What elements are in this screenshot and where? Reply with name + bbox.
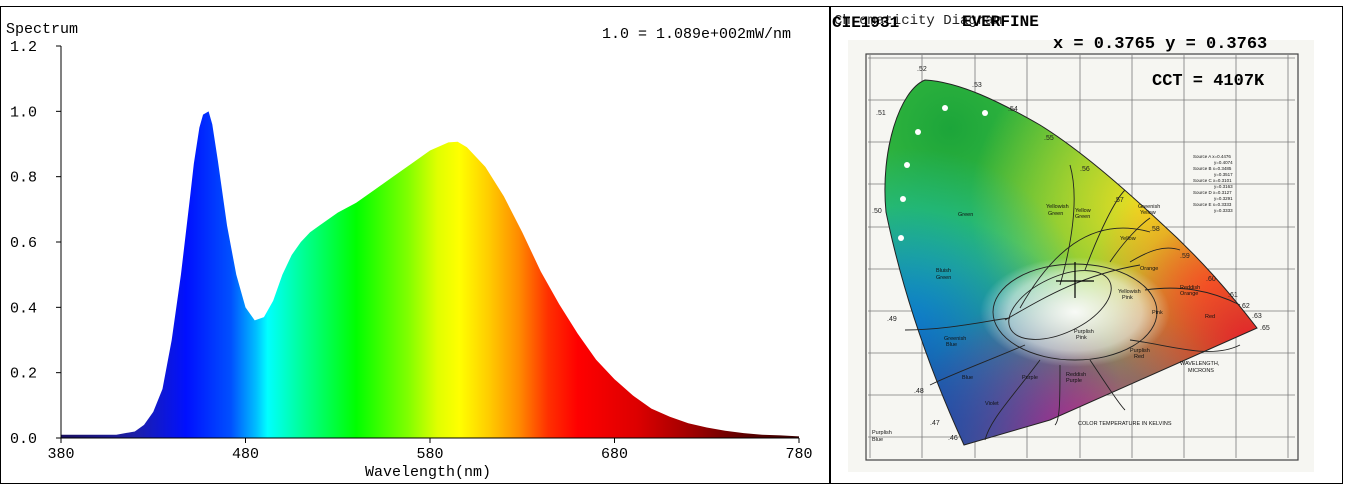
svg-text:Source A x=0.4476: Source A x=0.4476	[1193, 154, 1231, 159]
cie-locus-dots	[898, 105, 988, 241]
y-tick-label: 1.0	[10, 104, 37, 121]
spectrum-x-label: Wavelength(nm)	[365, 464, 491, 481]
svg-text:Reddish: Reddish	[1180, 285, 1200, 291]
svg-text:Bluish: Bluish	[936, 268, 951, 274]
svg-text:Source B x=0.3485: Source B x=0.3485	[1193, 166, 1232, 171]
svg-text:.62: .62	[1240, 303, 1250, 310]
y-tick-label: 1.2	[10, 39, 37, 56]
cie-cct: CCT = 4107K	[1152, 72, 1265, 91]
y-tick-label: 0.2	[10, 366, 37, 383]
svg-text:.48: .48	[914, 388, 924, 395]
svg-text:.61: .61	[1228, 292, 1238, 299]
svg-text:Yellow: Yellow	[1140, 210, 1156, 216]
spectrum-x-ticks: 380 480 580 680 780	[47, 438, 813, 463]
svg-text:.54: .54	[1008, 106, 1018, 113]
x-tick-label: 680	[601, 446, 628, 463]
x-tick-label: 480	[232, 446, 259, 463]
svg-text:WAVELENGTH,: WAVELENGTH,	[1180, 361, 1220, 367]
svg-text:Red: Red	[1134, 354, 1144, 360]
svg-text:Source D x=0.3127: Source D x=0.3127	[1193, 190, 1232, 195]
svg-text:Purple: Purple	[1022, 375, 1038, 381]
svg-text:COLOR TEMPERATURE IN KELVINS: COLOR TEMPERATURE IN KELVINS	[1078, 421, 1172, 427]
svg-text:Greenish: Greenish	[944, 336, 966, 342]
svg-text:y=0.3291: y=0.3291	[1214, 196, 1233, 201]
svg-text:Reddish: Reddish	[1066, 372, 1086, 378]
spectrum-title: Spectrum	[6, 21, 78, 38]
svg-text:Purplish: Purplish	[1074, 329, 1094, 335]
cie-wavelength-labels: .52 .53 .54 .55 .56 .57 .58 .59 .60 .61 …	[872, 66, 1270, 442]
svg-text:Blue: Blue	[946, 342, 957, 348]
svg-text:Purplish: Purplish	[872, 430, 892, 436]
svg-text:Green: Green	[1075, 214, 1090, 220]
svg-text:Red: Red	[1205, 314, 1215, 320]
svg-text:Violet: Violet	[985, 401, 999, 407]
y-tick-label: 0.4	[10, 300, 37, 317]
cie-chart: .52 .53 .54 .55 .56 .57 .58 .59 .60 .61 …	[830, 6, 1343, 484]
svg-text:.65: .65	[1260, 325, 1270, 332]
svg-text:.59: .59	[1180, 253, 1190, 260]
svg-text:Green: Green	[1048, 211, 1063, 217]
svg-text:.60: .60	[1206, 276, 1216, 283]
cie-coordinates: x = 0.3765 y = 0.3763	[1053, 35, 1267, 54]
svg-text:.49: .49	[887, 316, 897, 323]
svg-text:Yellow: Yellow	[1075, 208, 1091, 214]
svg-text:Pink: Pink	[1152, 310, 1163, 316]
cie-inner-frame	[865, 53, 1299, 461]
x-tick-label: 380	[47, 446, 74, 463]
svg-text:Purplish: Purplish	[1130, 348, 1150, 354]
cie-overlay-title: Chromaticity Diagram	[834, 13, 1002, 29]
y-tick-label: 0.0	[10, 431, 37, 448]
svg-text:.51: .51	[876, 110, 886, 117]
cie-brand: EVERFINE	[962, 13, 1039, 31]
svg-text:Green: Green	[958, 212, 973, 218]
svg-text:.58: .58	[1150, 226, 1160, 233]
cie-measured-point-marker	[1056, 262, 1094, 298]
svg-text:Yellowish: Yellowish	[1118, 289, 1141, 295]
svg-text:Pink: Pink	[1076, 335, 1087, 341]
svg-text:Orange: Orange	[1140, 266, 1158, 272]
x-tick-label: 780	[785, 446, 812, 463]
svg-text:Blue: Blue	[962, 375, 973, 381]
spectrum-y-ticks: 0.0 0.2 0.4 0.6 0.8 1.0 1.2	[10, 39, 61, 448]
svg-text:.63: .63	[1252, 313, 1262, 320]
cie-region-boundaries	[904, 164, 1241, 441]
svg-text:.50: .50	[872, 208, 882, 215]
svg-text:.56: .56	[1080, 166, 1090, 173]
spectrum-scale-note: 1.0 = 1.089e+002mW/nm	[602, 26, 791, 43]
svg-text:Pink: Pink	[1122, 295, 1133, 301]
spectrum-area	[61, 111, 799, 438]
svg-text:Green: Green	[936, 275, 951, 281]
svg-text:Source C x=0.3101: Source C x=0.3101	[1193, 178, 1232, 183]
y-tick-label: 0.6	[10, 235, 37, 252]
svg-text:Yellowish: Yellowish	[1046, 204, 1069, 210]
svg-text:y=0.3333: y=0.3333	[1214, 208, 1233, 213]
svg-text:Orange: Orange	[1180, 291, 1198, 297]
svg-text:Blue: Blue	[872, 437, 883, 443]
svg-text:MICRONS: MICRONS	[1188, 368, 1214, 374]
cie-locus-outline	[884, 79, 1258, 446]
svg-text:.52: .52	[917, 66, 927, 73]
svg-text:.53: .53	[972, 82, 982, 89]
svg-text:y=0.4074: y=0.4074	[1214, 160, 1233, 165]
spectrum-chart: Spectrum 1.0 = 1.089e+002mW/nm 0.0 0.2 0.4…	[0, 6, 830, 484]
cie-sources-legend: Source A x=0.4476 y=0.4074 Source B x=0.…	[1193, 154, 1233, 213]
x-tick-label: 580	[416, 446, 443, 463]
svg-text:.55: .55	[1044, 135, 1054, 142]
svg-text:Yellow: Yellow	[1120, 236, 1136, 242]
svg-text:y=0.3163: y=0.3163	[1214, 184, 1233, 189]
svg-text:Greenish: Greenish	[1138, 204, 1160, 210]
svg-text:.46: .46	[948, 435, 958, 442]
svg-text:.57: .57	[1114, 197, 1124, 204]
svg-text:Source E x=0.3333: Source E x=0.3333	[1193, 202, 1232, 207]
cie-region-labels: Green Yellowish Green Yellow Green Green…	[872, 204, 1220, 443]
svg-text:y=0.3517: y=0.3517	[1214, 172, 1233, 177]
cie-standard-label: CIE1931	[832, 14, 899, 32]
svg-text:.47: .47	[930, 420, 940, 427]
y-tick-label: 0.8	[10, 170, 37, 187]
svg-text:Purple: Purple	[1066, 378, 1082, 384]
